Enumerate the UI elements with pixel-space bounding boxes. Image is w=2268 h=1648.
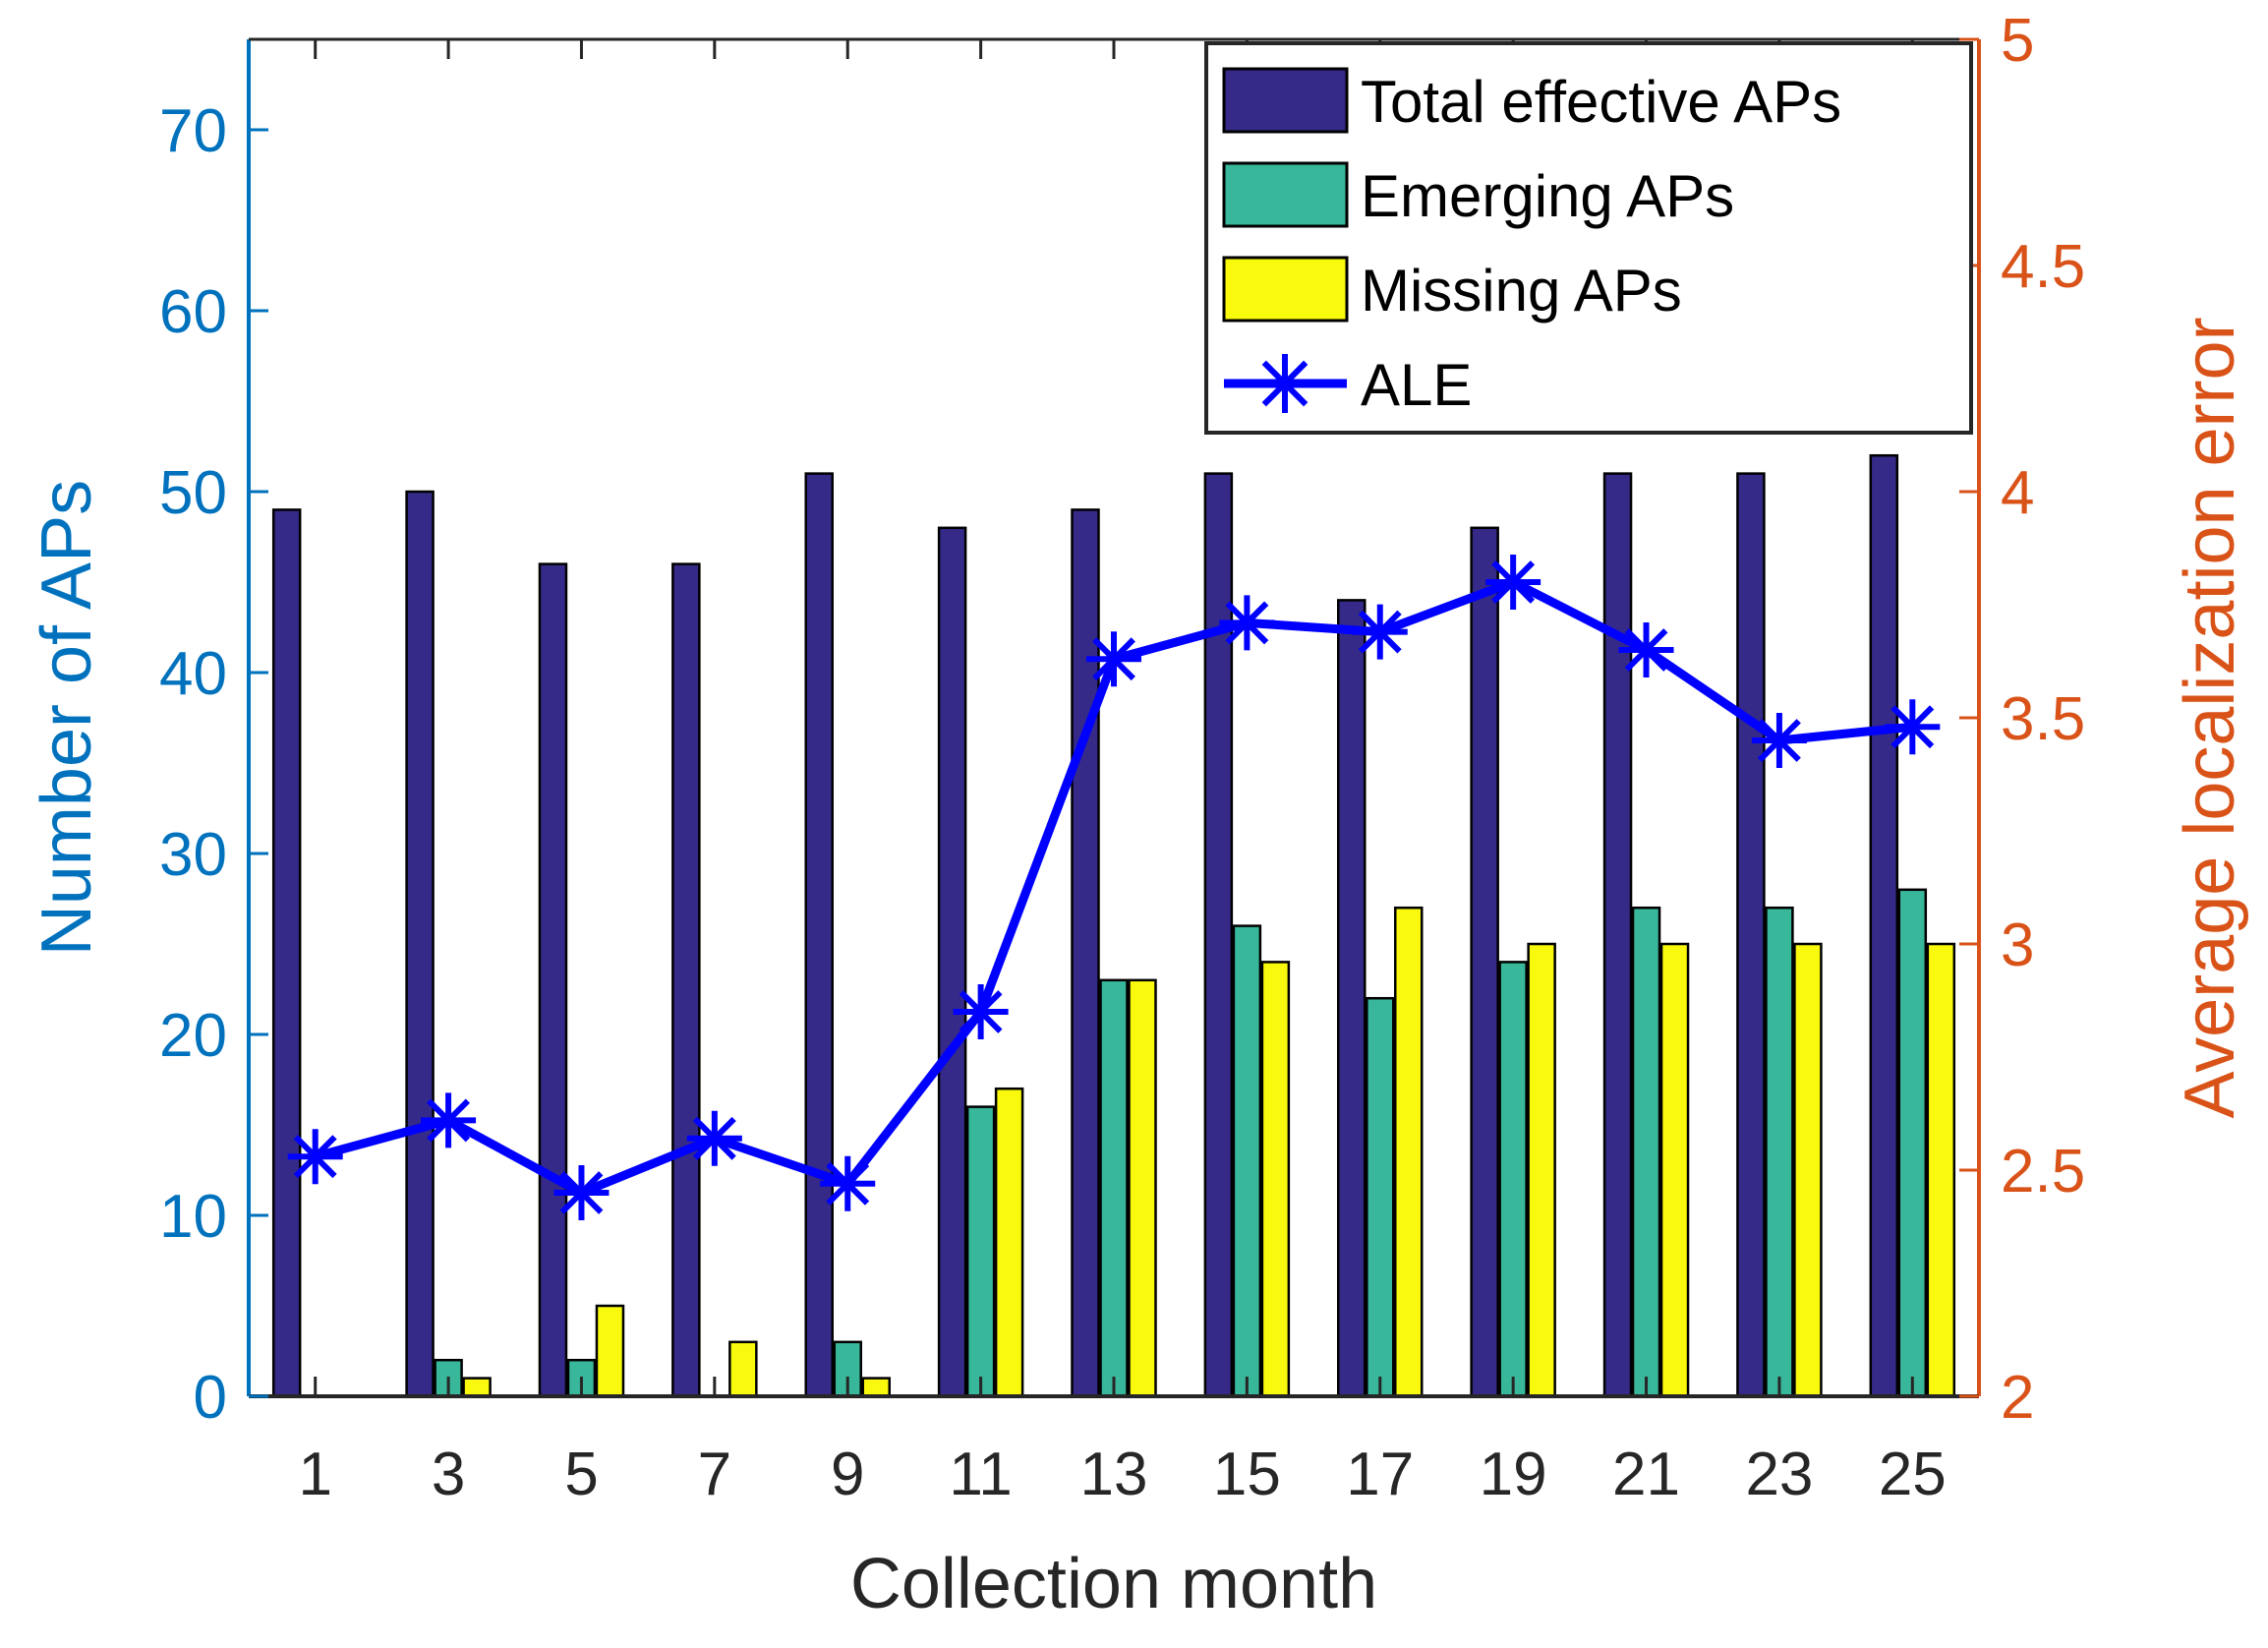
bar-missing-aps-17 [1394,906,1424,1398]
ale-marker-13 [1086,631,1141,687]
bar-total-effective-aps-7 [671,562,701,1398]
bar-emerging-aps-15 [1232,924,1262,1398]
x-tick-label: 23 [1745,1441,1813,1508]
ale-marker-1 [287,1129,343,1185]
left-tick-label: 70 [159,97,227,165]
x-tick-label: 11 [949,1441,1012,1508]
legend-swatch-emerging-aps [1222,161,1349,228]
x-tick-label: 3 [432,1441,465,1508]
bar-missing-aps-11 [994,1087,1024,1398]
x-tick-label: 25 [1879,1441,1947,1508]
right-tick-label: 2 [2001,1364,2034,1432]
legend: Total effective APs Emerging APs Missing A… [1204,41,1973,435]
bar-emerging-aps-19 [1498,961,1528,1398]
bar-total-effective-aps-1 [271,508,302,1398]
bar-total-effective-aps-15 [1203,472,1234,1398]
bar-emerging-aps-23 [1765,906,1794,1398]
ale-marker-25 [1885,699,1941,755]
x-tick-label: 19 [1480,1441,1547,1508]
left-tick-label: 60 [159,278,227,346]
bar-total-effective-aps-17 [1337,599,1367,1398]
bar-total-effective-aps-5 [538,562,568,1398]
bar-emerging-aps-13 [1099,978,1129,1398]
left-tick-label: 20 [159,1002,227,1070]
left-tick-label: 40 [159,640,227,708]
legend-swatch-total-effective-aps [1222,67,1349,134]
ale-marker-21 [1618,622,1674,677]
bar-emerging-aps-11 [965,1105,996,1398]
x-tick-label: 5 [564,1441,598,1508]
bar-missing-aps-3 [462,1377,492,1398]
bar-missing-aps-7 [728,1340,758,1398]
x-tick-label: 1 [298,1441,331,1508]
bar-missing-aps-19 [1527,942,1556,1398]
ale-marker-11 [953,984,1009,1039]
x-axis-label: Collection month [850,1545,1377,1623]
bar-missing-aps-25 [1926,942,1956,1398]
x-tick-label: 9 [831,1441,864,1508]
ale-marker-17 [1352,604,1408,660]
left-tick-label: 30 [159,821,227,889]
x-tick-label: 21 [1612,1441,1680,1508]
bar-total-effective-aps-19 [1470,526,1499,1398]
bar-missing-aps-15 [1260,961,1291,1398]
left-y-axis-label: Number of APs [28,480,106,956]
left-tick-label: 0 [194,1364,227,1432]
bar-missing-aps-5 [595,1304,625,1398]
legend-label: Missing APs [1361,258,1682,324]
left-tick-label: 50 [159,459,227,527]
right-y-axis-label: Average localization error [2171,317,2249,1118]
bar-total-effective-aps-21 [1602,472,1633,1398]
right-tick-label: 2.5 [2001,1138,2085,1206]
bar-missing-aps-21 [1659,942,1690,1398]
ale-marker-5 [553,1165,610,1220]
right-tick-label: 4 [2001,459,2034,527]
x-tick-label: 7 [698,1441,731,1508]
legend-swatch-missing-aps [1222,256,1349,323]
bar-total-effective-aps-23 [1736,472,1766,1398]
bar-total-effective-aps-3 [405,490,435,1398]
left-tick-label: 10 [159,1183,227,1251]
ale-line-layer [287,555,1941,1220]
ale-marker-7 [686,1110,742,1166]
legend-label: Total effective APs [1361,69,1841,135]
bar-total-effective-aps-25 [1869,453,1899,1398]
x-tick-label: 13 [1080,1441,1148,1508]
bar-emerging-aps-17 [1366,996,1395,1398]
right-tick-label: 3 [2001,912,2034,979]
ale-marker-3 [421,1092,477,1148]
legend-label: Emerging APs [1361,163,1734,229]
right-tick-label: 3.5 [2001,685,2085,753]
bars-layer [271,453,1956,1398]
ale-marker-23 [1751,713,1807,768]
bar-emerging-aps-25 [1897,888,1928,1398]
right-tick-label: 4.5 [2001,233,2085,301]
ale-marker-19 [1485,555,1541,610]
x-tick-label: 17 [1346,1441,1414,1508]
bar-emerging-aps-21 [1631,906,1661,1398]
bar-total-effective-aps-9 [804,472,834,1398]
ale-marker-15 [1219,595,1275,651]
ale-marker-9 [820,1155,876,1211]
bar-missing-aps-13 [1128,978,1157,1398]
bar-missing-aps-9 [861,1377,891,1398]
bar-total-effective-aps-11 [937,526,967,1398]
legend-label: ALE [1361,352,1472,418]
bar-missing-aps-23 [1793,942,1823,1398]
x-tick-label: 15 [1213,1441,1281,1508]
right-tick-label: 5 [2001,7,2034,75]
legend-swatch-ale-marker [1255,354,1314,413]
